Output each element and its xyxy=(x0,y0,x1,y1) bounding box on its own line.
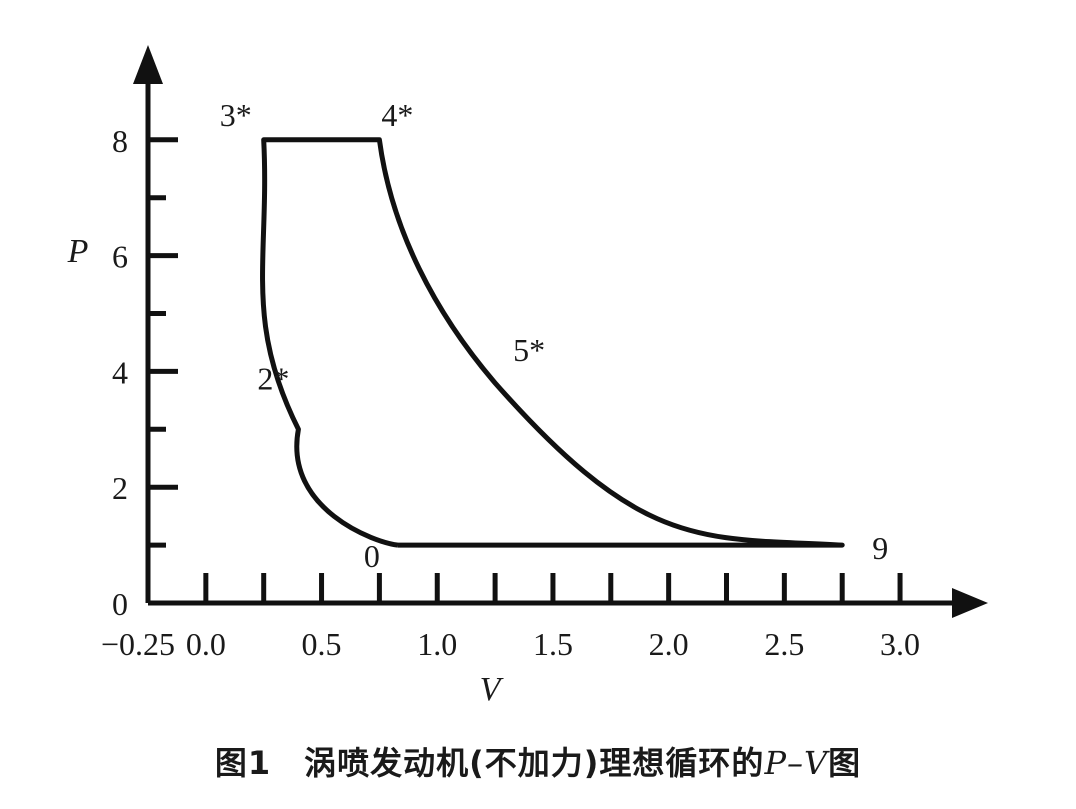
point-label: 3* xyxy=(220,97,252,133)
y-tick-label: 4 xyxy=(112,354,128,390)
tick-labels: −0.25 0.0 0.5 1.0 1.5 2.0 2.5 3.0 0 2 4 6 8 xyxy=(101,123,920,662)
y-tick-label: 6 xyxy=(112,239,128,275)
x-tick-label: 1.5 xyxy=(533,626,573,662)
axes xyxy=(133,45,988,618)
x-axis-arrow xyxy=(952,588,988,618)
y-tick-label: 2 xyxy=(112,470,128,506)
point-label: 9 xyxy=(872,530,888,566)
point-label: 0 xyxy=(364,538,380,574)
caption-math: P–V xyxy=(764,744,829,782)
y-tick-label: 8 xyxy=(112,123,128,159)
point-label: 4* xyxy=(381,97,413,133)
figure-caption: 图1 涡喷发动机(不加力)理想循环的P–V图 xyxy=(0,738,1076,784)
ticks xyxy=(148,137,903,603)
caption-prefix: 图1 涡喷发动机(不加力)理想循环的 xyxy=(214,744,765,782)
x-tick-label: 3.0 xyxy=(880,626,920,662)
x-tick-label: 0.0 xyxy=(186,626,226,662)
y-tick-label: 0 xyxy=(112,586,128,622)
x-tick-label: 2.0 xyxy=(649,626,689,662)
x-tick-label: 2.5 xyxy=(764,626,804,662)
y-axis-title: P xyxy=(67,233,89,270)
x-tick-label: 1.0 xyxy=(417,626,457,662)
x-tick-label: −0.25 xyxy=(101,626,175,662)
point-labels: 0 2* 3* 4* 5* 9 xyxy=(220,97,889,574)
x-axis-title: V xyxy=(480,671,505,708)
point-label: 5* xyxy=(513,332,545,368)
x-tick-label: 0.5 xyxy=(302,626,342,662)
caption-suffix: 图 xyxy=(828,744,862,782)
cycle-curve xyxy=(260,137,845,548)
y-axis-arrow xyxy=(133,45,163,84)
point-label: 2* xyxy=(257,360,289,396)
